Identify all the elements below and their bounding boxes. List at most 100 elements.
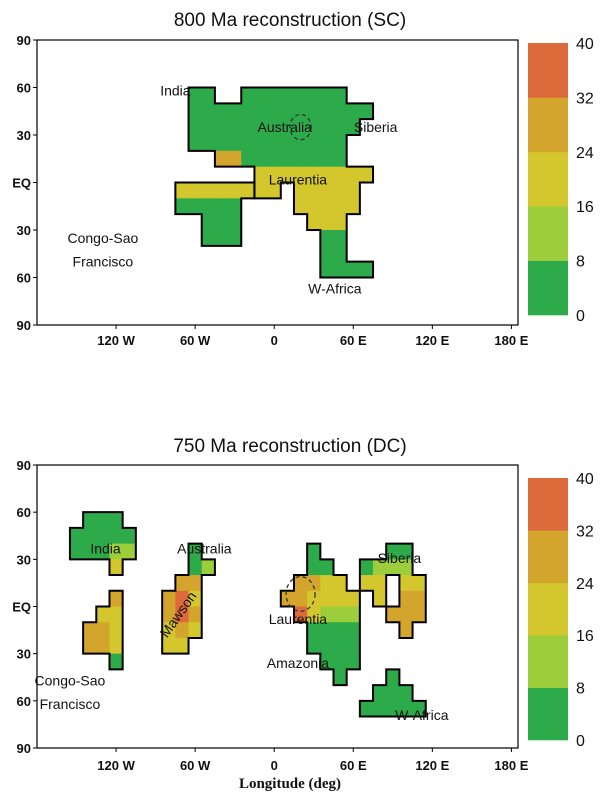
grid-cell (201, 230, 216, 247)
grid-cell (214, 214, 229, 231)
grid-cell (83, 637, 97, 655)
panel-title: 800 Ma reconstruction (SC) (174, 10, 406, 31)
grid-cell (293, 119, 308, 136)
grid-cell (293, 150, 308, 168)
colorbar-tick-label: 40 (576, 471, 594, 488)
grid-cell (412, 700, 427, 718)
grid-cell (320, 150, 335, 168)
grid-cell (320, 230, 335, 247)
grid-cell (399, 622, 414, 639)
colorbar-segment (528, 260, 568, 316)
grid-cell (214, 230, 229, 247)
colorbar: 40 32 24 16 8 0 (528, 36, 594, 325)
y-tick-label: 30 (17, 128, 31, 143)
grid-cell (96, 543, 110, 560)
grid-cell (320, 575, 335, 592)
grid-cell (188, 87, 203, 104)
grid-cell (280, 87, 295, 104)
grid-cell (254, 166, 269, 183)
grid-cell (373, 559, 387, 576)
grid-cell (320, 182, 335, 199)
grid-cell (109, 606, 124, 623)
x-tick-label: 60 W (180, 333, 211, 348)
grid-cell (320, 245, 335, 263)
grid-cell (320, 119, 335, 136)
grid-cell (241, 119, 255, 136)
grid-cell (293, 590, 308, 607)
grid-cell (254, 103, 269, 120)
grid-cell (412, 575, 427, 592)
x-tick-label: 120 E (415, 333, 449, 348)
grid-cell (201, 182, 216, 199)
grid-cell (307, 543, 321, 560)
grid-cell (201, 214, 216, 231)
grid-cell (254, 87, 269, 104)
grid-cell (293, 87, 308, 104)
grid-cell (373, 575, 387, 592)
grid-cell (188, 119, 203, 136)
y-tick-label: 60 (17, 694, 31, 709)
grid-cell (83, 527, 97, 545)
grid-cell (333, 669, 348, 686)
grid-cell (188, 622, 203, 639)
grid-cell (320, 559, 335, 576)
continent-label: Australia (258, 119, 313, 135)
x-tick-label: 120 W (97, 758, 135, 773)
grid-cell (399, 685, 414, 702)
grid-cell (386, 685, 400, 702)
grid-cell (175, 622, 190, 639)
panel-title: 750 Ma reconstruction (DC) (173, 436, 406, 457)
grid-cell (228, 119, 242, 136)
grid-cell (241, 182, 255, 199)
continent-label: Congo-Sao (35, 672, 106, 688)
grid-cell (359, 559, 374, 576)
grid-cell (307, 119, 321, 136)
colorbar-segment (528, 97, 568, 153)
grid-cell (307, 166, 321, 183)
colorbar-segment (528, 478, 568, 531)
continent-outline (68, 511, 137, 577)
grid-cell (188, 559, 203, 576)
y-tick-label: EQ (12, 176, 31, 191)
y-tick-label: 60 (17, 505, 31, 520)
grid-cell (386, 559, 400, 576)
colorbar: 40 32 24 16 8 0 (528, 471, 594, 750)
colorbar-tick-label: 8 (576, 254, 585, 271)
grid-cell (96, 527, 110, 545)
grid-cell (96, 606, 110, 623)
continent-label: Congo-Sao (67, 230, 138, 246)
grid-cell (386, 606, 400, 623)
grid-cell (359, 166, 374, 183)
grid-cell (399, 559, 414, 576)
colorbar-segment (528, 582, 568, 636)
grid-cell (254, 150, 269, 168)
grid-cell (109, 637, 124, 655)
continent-outline (82, 589, 124, 671)
grid-cell (214, 150, 229, 168)
grid-cell (109, 559, 124, 576)
grid-cell (228, 198, 242, 215)
grid-cell (346, 653, 361, 670)
grid-cell (359, 103, 374, 120)
grid-cell (228, 214, 242, 231)
grid-cell (307, 575, 321, 592)
grid-cell (293, 103, 308, 120)
y-tick-label: 60 (17, 271, 31, 286)
continent-outline (358, 668, 427, 718)
y-tick-label: 30 (17, 552, 31, 567)
x-axis-label: Longitude (deg) (239, 776, 341, 792)
grid-cell (320, 590, 335, 607)
grid-cell (333, 103, 348, 120)
grid-cell (399, 543, 414, 560)
y-tick-label: 90 (17, 458, 31, 473)
y-tick-label: 90 (17, 741, 31, 756)
y-tick-label: 60 (17, 81, 31, 96)
grid-cell (280, 166, 295, 183)
grid-cell (307, 214, 321, 231)
grid-cell (188, 182, 203, 199)
colorbar-tick-label: 32 (576, 90, 594, 107)
continent-label: Francisco (40, 696, 101, 712)
y-axis-ticks: 90 60 30 EQ 30 60 90 (12, 458, 37, 756)
grid-cell (333, 245, 348, 263)
